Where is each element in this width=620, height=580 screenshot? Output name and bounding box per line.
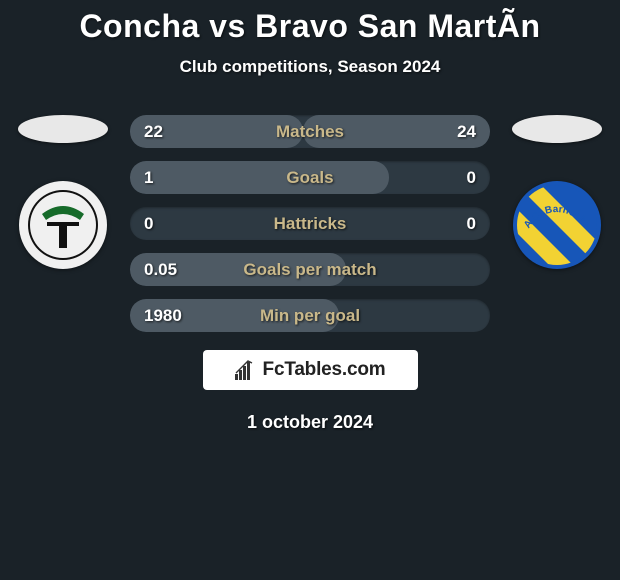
right-player-col: A.C. Barneche: [502, 115, 612, 269]
stat-row: 1Goals0: [130, 161, 490, 194]
main-row: 22Matches241Goals00Hattricks00.05Goals p…: [0, 115, 620, 332]
branding-card[interactable]: FcTables.com: [203, 350, 418, 390]
stat-right-value: 0: [467, 161, 476, 194]
right-player-oval: [512, 115, 602, 143]
chart-icon: [235, 360, 257, 380]
stat-label: Goals: [130, 161, 490, 194]
left-club-badge: [19, 181, 107, 269]
stat-right-value: 0: [467, 207, 476, 240]
right-club-logo: A.C. Barneche: [515, 183, 599, 267]
right-club-badge: A.C. Barneche: [513, 181, 601, 269]
left-player-oval: [18, 115, 108, 143]
stat-label: Matches: [130, 115, 490, 148]
infographic: Concha vs Bravo San MartÃ­n Club competi…: [0, 0, 620, 433]
stat-row: 22Matches24: [130, 115, 490, 148]
stats-column: 22Matches241Goals00Hattricks00.05Goals p…: [130, 115, 490, 332]
stat-row: 0Hattricks0: [130, 207, 490, 240]
page-title: Concha vs Bravo San MartÃ­n: [0, 8, 620, 45]
stat-row: 1980Min per goal: [130, 299, 490, 332]
left-player-col: [8, 115, 118, 269]
footer-date: 1 october 2024: [0, 412, 620, 433]
stat-right-value: 24: [457, 115, 476, 148]
subtitle: Club competitions, Season 2024: [0, 57, 620, 77]
stat-label: Goals per match: [130, 253, 490, 286]
stat-label: Min per goal: [130, 299, 490, 332]
branding-text: FcTables.com: [263, 359, 386, 381]
stat-label: Hattricks: [130, 207, 490, 240]
stat-row: 0.05Goals per match: [130, 253, 490, 286]
left-club-logo: [26, 188, 100, 262]
